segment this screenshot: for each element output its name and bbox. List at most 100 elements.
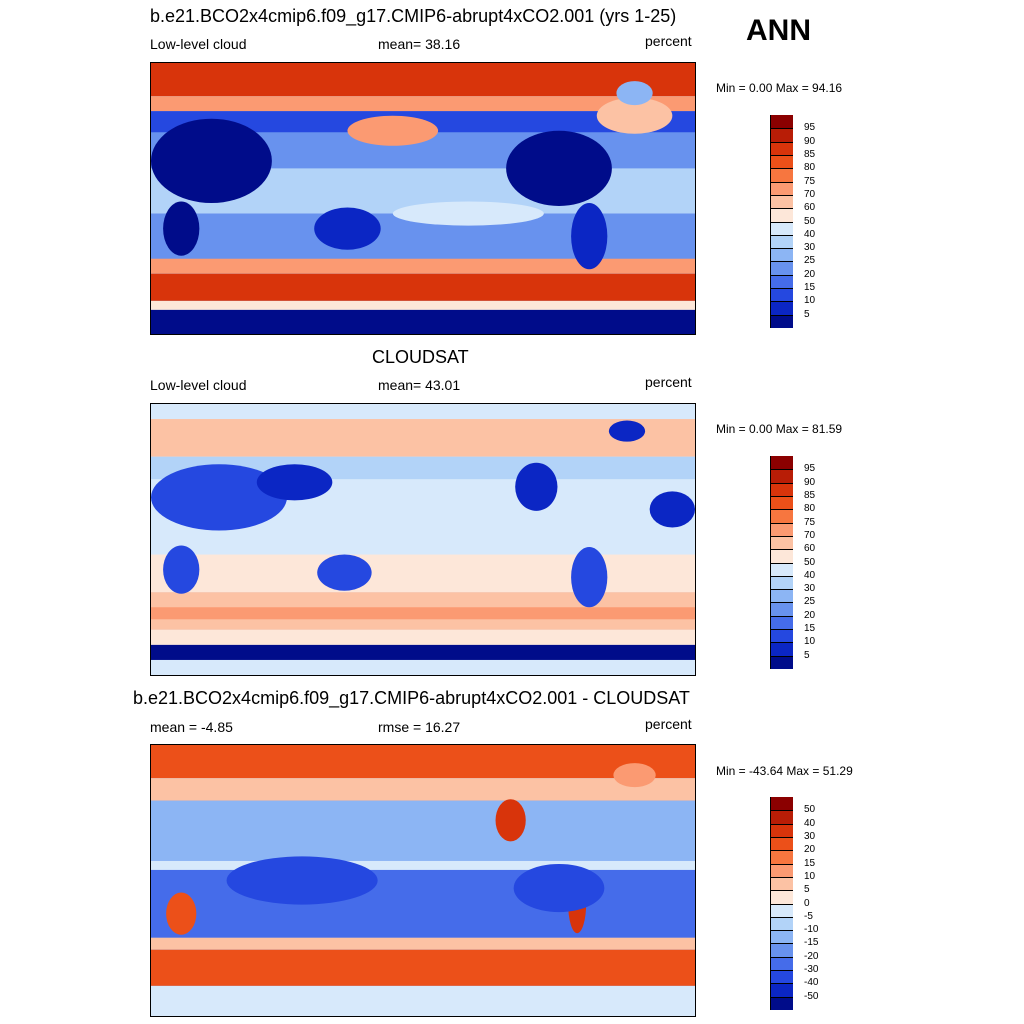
colorbar-tick-label: 70: [804, 529, 816, 541]
panel3-mean-label: mean = -4.85: [150, 719, 233, 735]
colorbar-tick-label: 15: [804, 282, 816, 294]
colorbar-cell: [771, 836, 793, 851]
colorbar-cell: [771, 535, 793, 550]
panel3-title: b.e21.BCO2x4cmip6.f09_g17.CMIP6-abrupt4x…: [133, 688, 690, 708]
colorbar-tick-label: 75: [804, 175, 816, 187]
colorbar-cell: [771, 482, 793, 496]
colorbar-cell: [771, 194, 793, 209]
colorbar-tick-label: 95: [804, 463, 816, 475]
colorbar-tick-label: 0: [804, 897, 810, 909]
colorbar-cell: [771, 221, 793, 235]
colorbar-tick-label: 10: [804, 295, 816, 307]
colorbar-cell: [771, 930, 793, 944]
panel1-minmax-label: Min = 0.00 Max = 94.16: [716, 81, 843, 95]
panel2-colorbar: [770, 456, 793, 669]
colorbar-tick-label: 90: [804, 135, 816, 147]
colorbar-cell: [771, 522, 793, 536]
colorbar-cell: [771, 589, 793, 603]
panel3-map: [150, 744, 696, 1017]
colorbar-cell: [771, 495, 793, 510]
colorbar-cell: [771, 234, 793, 249]
colorbar-cell: [771, 274, 793, 289]
panel2-minmax-label: Min = 0.00 Max = 81.59: [716, 422, 843, 436]
colorbar-cell: [771, 810, 793, 824]
colorbar-cell: [771, 141, 793, 155]
colorbar-tick-label: 40: [804, 817, 816, 829]
panel3-units-label: percent: [645, 716, 692, 732]
panel3-rmse-label: rmse = 16.27: [378, 719, 461, 735]
colorbar-cell: [771, 469, 793, 483]
colorbar-tick-label: 80: [804, 162, 816, 174]
colorbar-tick-label: 20: [804, 844, 816, 856]
colorbar-tick-label: 30: [804, 242, 816, 254]
colorbar-tick-label: 15: [804, 623, 816, 635]
panel3-map-field: [151, 745, 695, 1016]
colorbar-cell: [771, 863, 793, 877]
colorbar-tick-label: 20: [804, 609, 816, 621]
panel1-colorbar: [770, 115, 793, 328]
panel2-map: [150, 403, 696, 676]
colorbar-tick-label: 5: [804, 308, 810, 320]
colorbar-cell: [771, 456, 793, 470]
colorbar-tick-label: 5: [804, 884, 810, 896]
colorbar-tick-label: 25: [804, 255, 816, 267]
colorbar-cell: [771, 642, 793, 656]
panel3-colorbar: [770, 797, 793, 1010]
colorbar-cell: [771, 903, 793, 917]
colorbar-tick-label: 10: [804, 870, 816, 882]
colorbar-tick-label: 90: [804, 476, 816, 488]
colorbar-tick-label: 95: [804, 122, 816, 134]
colorbar-cell: [771, 314, 793, 328]
colorbar-cell: [771, 602, 793, 616]
panel2-mean-label: mean= 43.01: [378, 377, 461, 393]
colorbar-cell: [771, 970, 793, 984]
panel2-variable-label: Low-level cloud: [150, 377, 247, 393]
panel2-map-field: [151, 404, 695, 675]
colorbar-cell: [771, 248, 793, 262]
panel1-units-label: percent: [645, 33, 692, 49]
colorbar-cell: [771, 890, 793, 904]
colorbar-tick-label: 85: [804, 489, 816, 501]
colorbar-tick-label: 20: [804, 268, 816, 280]
colorbar-cell: [771, 797, 793, 811]
colorbar-tick-label: -30: [804, 964, 819, 976]
colorbar-cell: [771, 850, 793, 864]
colorbar-cell: [771, 261, 793, 275]
colorbar-cell: [771, 629, 793, 643]
colorbar-tick-label: -10: [804, 924, 819, 936]
colorbar-cell: [771, 575, 793, 590]
colorbar-tick-label: 80: [804, 503, 816, 515]
colorbar-cell: [771, 615, 793, 630]
panel2-units-label: percent: [645, 374, 692, 390]
colorbar-tick-label: 5: [804, 649, 810, 661]
colorbar-cell: [771, 655, 793, 669]
colorbar-tick-label: 50: [804, 804, 816, 816]
colorbar-tick-label: 10: [804, 636, 816, 648]
colorbar-tick-label: 60: [804, 543, 816, 555]
panel1-map-field: [151, 63, 695, 334]
panel1-variable-label: Low-level cloud: [150, 36, 247, 52]
panel1-mean-label: mean= 38.16: [378, 36, 461, 52]
colorbar-tick-label: -50: [804, 990, 819, 1002]
colorbar-cell: [771, 301, 793, 315]
colorbar-cell: [771, 562, 793, 576]
colorbar-cell: [771, 168, 793, 182]
colorbar-tick-label: 30: [804, 583, 816, 595]
colorbar-cell: [771, 154, 793, 169]
colorbar-tick-label: 40: [804, 569, 816, 581]
colorbar-tick-label: 30: [804, 830, 816, 842]
panel1-title: b.e21.BCO2x4cmip6.f09_g17.CMIP6-abrupt4x…: [150, 6, 677, 26]
colorbar-tick-label: 60: [804, 202, 816, 214]
colorbar-tick-label: 40: [804, 228, 816, 240]
colorbar-tick-label: -5: [804, 910, 813, 922]
colorbar-cell: [771, 876, 793, 891]
colorbar-cell: [771, 996, 793, 1010]
colorbar-tick-label: 50: [804, 556, 816, 568]
colorbar-cell: [771, 943, 793, 957]
colorbar-cell: [771, 549, 793, 563]
colorbar-cell: [771, 916, 793, 931]
panel1-map: [150, 62, 696, 335]
colorbar-cell: [771, 288, 793, 302]
colorbar-cell: [771, 208, 793, 222]
colorbar-tick-label: -20: [804, 950, 819, 962]
